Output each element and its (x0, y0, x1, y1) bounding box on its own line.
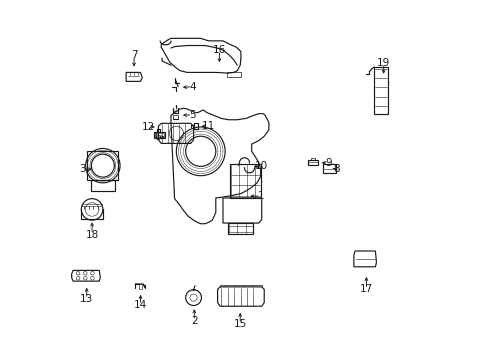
Text: 18: 18 (85, 230, 99, 239)
Text: 1: 1 (257, 191, 264, 201)
Text: 3: 3 (79, 164, 85, 174)
Text: 11: 11 (202, 121, 215, 131)
Text: 17: 17 (359, 284, 372, 294)
Text: 19: 19 (376, 58, 389, 68)
Text: 8: 8 (332, 163, 339, 174)
Text: 4: 4 (189, 82, 195, 92)
Text: 16: 16 (212, 45, 225, 55)
Text: 13: 13 (80, 294, 93, 304)
Text: 10: 10 (255, 161, 268, 171)
Text: 2: 2 (191, 316, 197, 325)
Text: 14: 14 (134, 300, 147, 310)
Text: 12: 12 (142, 122, 155, 132)
Text: 9: 9 (325, 158, 331, 168)
Text: 15: 15 (233, 319, 246, 329)
Text: 5: 5 (189, 110, 195, 120)
Text: 7: 7 (130, 50, 137, 60)
Text: 6: 6 (154, 132, 161, 142)
